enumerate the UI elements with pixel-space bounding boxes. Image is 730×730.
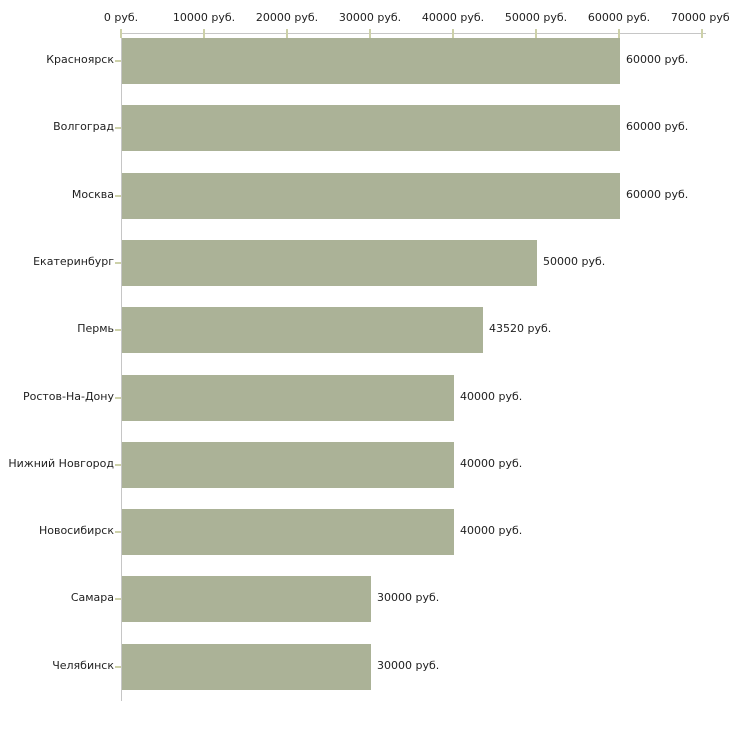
x-tick-label: 20000 руб.: [255, 11, 319, 24]
y-axis-line: [121, 33, 122, 701]
x-tick-mark: [618, 29, 620, 38]
value-label: 40000 руб.: [460, 390, 523, 403]
value-label: 50000 руб.: [543, 255, 606, 268]
category-label: Екатеринбург: [33, 255, 114, 268]
value-label: 60000 руб.: [626, 53, 689, 66]
y-tick-mark: [115, 195, 121, 197]
category-label: Самара: [70, 591, 114, 604]
x-tick-label: 70000 руб.: [670, 11, 730, 24]
y-tick-mark: [115, 329, 121, 331]
bar: [122, 38, 620, 84]
category-label: Ростов-На-Дону: [22, 390, 114, 403]
y-tick-mark: [115, 464, 121, 466]
bar: [122, 576, 371, 622]
x-tick-label: 60000 руб.: [587, 11, 651, 24]
y-tick-mark: [115, 531, 121, 533]
x-tick-label: 0 руб.: [103, 11, 139, 24]
value-label: 30000 руб.: [377, 659, 440, 672]
bar: [122, 105, 620, 151]
bar: [122, 240, 537, 286]
x-tick-mark: [369, 29, 371, 38]
x-tick-label: 10000 руб.: [172, 11, 236, 24]
value-label: 60000 руб.: [626, 188, 689, 201]
x-tick-mark: [286, 29, 288, 38]
bar: [122, 307, 483, 353]
bar: [122, 442, 454, 488]
x-tick-mark: [203, 29, 205, 38]
category-label: Волгоград: [53, 120, 114, 133]
y-tick-mark: [115, 60, 121, 62]
value-label: 60000 руб.: [626, 120, 689, 133]
category-label: Красноярск: [46, 53, 114, 66]
x-tick-mark: [701, 29, 703, 38]
category-label: Пермь: [77, 322, 114, 335]
y-tick-mark: [115, 397, 121, 399]
bar: [122, 375, 454, 421]
category-label: Нижний Новгород: [8, 457, 114, 470]
y-tick-mark: [115, 598, 121, 600]
value-label: 30000 руб.: [377, 591, 440, 604]
bar: [122, 173, 620, 219]
x-tick-label: 40000 руб.: [421, 11, 485, 24]
bar: [122, 509, 454, 555]
bar: [122, 644, 371, 690]
x-tick-label: 30000 руб.: [338, 11, 402, 24]
category-label: Новосибирск: [38, 524, 114, 537]
category-label: Челябинск: [52, 659, 114, 672]
value-label: 43520 руб.: [489, 322, 552, 335]
x-tick-mark: [452, 29, 454, 38]
value-label: 40000 руб.: [460, 457, 523, 470]
value-label: 40000 руб.: [460, 524, 523, 537]
x-tick-label: 50000 руб.: [504, 11, 568, 24]
x-tick-mark: [535, 29, 537, 38]
y-tick-mark: [115, 666, 121, 668]
category-label: Москва: [71, 188, 114, 201]
x-tick-mark: [120, 29, 122, 38]
x-axis-line: [121, 33, 706, 34]
y-tick-mark: [115, 127, 121, 129]
y-tick-mark: [115, 262, 121, 264]
